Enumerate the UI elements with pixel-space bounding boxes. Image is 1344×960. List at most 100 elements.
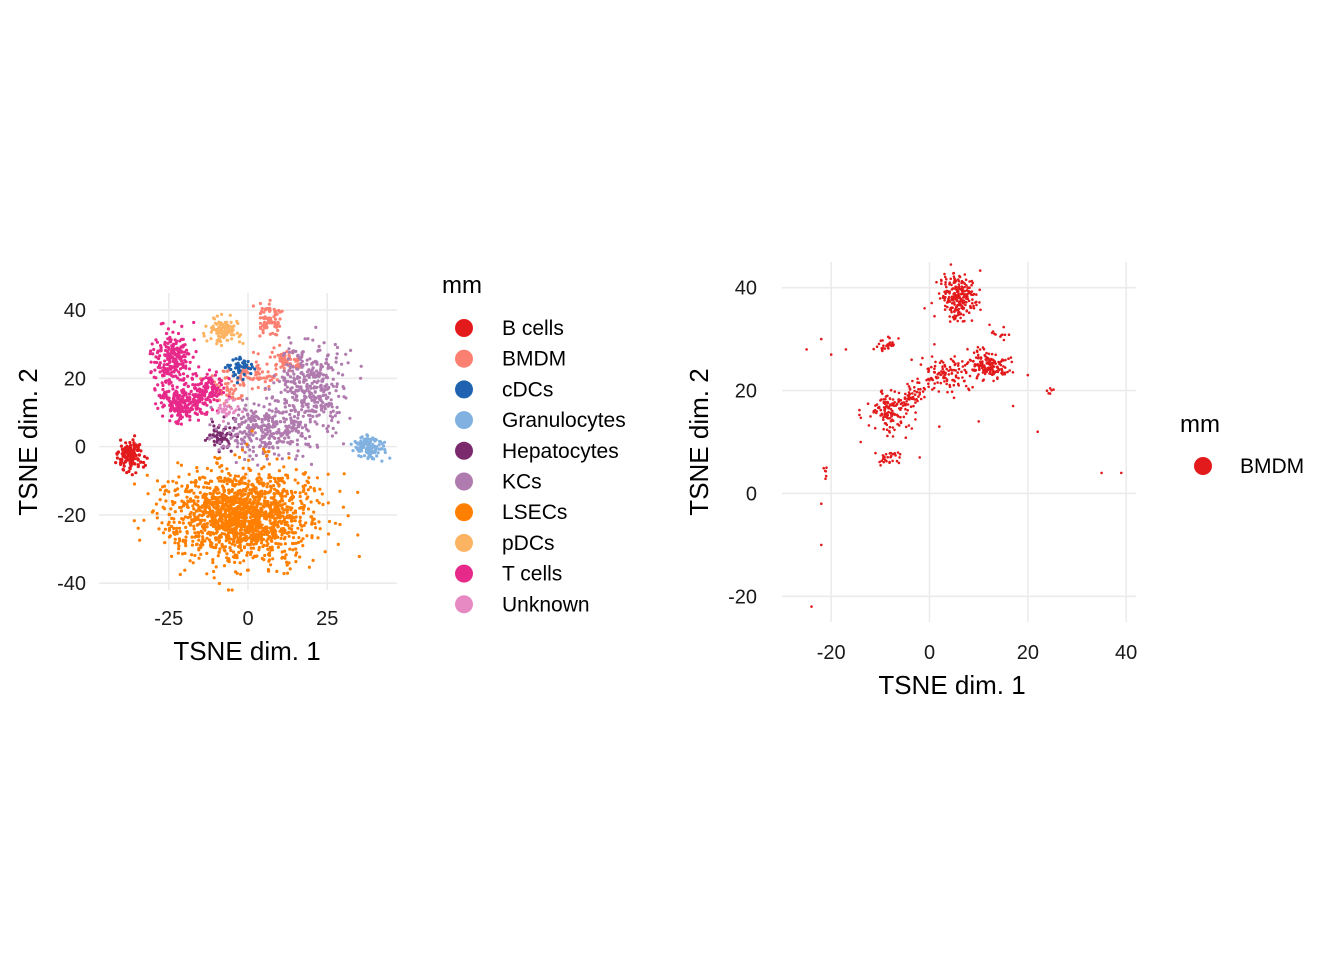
data-point <box>994 362 997 365</box>
data-point <box>187 521 191 525</box>
data-point <box>172 369 176 374</box>
data-point <box>166 357 170 362</box>
data-point <box>266 319 270 324</box>
data-point <box>149 360 153 364</box>
data-point <box>135 445 139 449</box>
data-point <box>952 360 955 364</box>
data-point <box>163 527 167 531</box>
data-point <box>224 495 228 499</box>
data-point <box>904 403 907 407</box>
data-point <box>210 541 214 546</box>
data-point <box>208 486 212 490</box>
data-point <box>214 565 218 569</box>
data-point <box>191 539 195 543</box>
data-point <box>145 473 149 477</box>
data-point <box>214 427 218 431</box>
data-point <box>162 373 166 378</box>
data-point <box>183 401 187 405</box>
data-point <box>281 353 286 357</box>
legend-entry: Unknown <box>455 593 590 616</box>
data-point <box>978 301 981 304</box>
legend-key <box>455 380 473 399</box>
data-point <box>243 429 247 433</box>
data-point <box>981 371 985 374</box>
data-point <box>313 489 317 493</box>
data-point <box>366 456 370 461</box>
data-point <box>907 395 911 399</box>
data-point <box>176 422 180 426</box>
data-point <box>282 366 286 370</box>
data-point <box>197 531 201 535</box>
data-point <box>283 388 287 392</box>
data-point <box>220 521 224 525</box>
data-point <box>264 308 268 312</box>
data-point <box>235 445 239 449</box>
data-point <box>158 363 162 367</box>
data-point <box>300 528 304 532</box>
data-point <box>940 370 943 373</box>
y-tick-label: 40 <box>64 300 86 322</box>
data-point <box>287 357 291 361</box>
data-point <box>265 539 269 543</box>
data-point <box>266 482 270 486</box>
data-point <box>875 410 879 413</box>
data-point <box>894 454 897 457</box>
data-point <box>156 406 160 410</box>
data-point <box>138 443 142 447</box>
panel-1-legend-entries: B cellsBMDMcDCsGranulocytesHepatocytesKC… <box>455 317 626 616</box>
data-point <box>240 508 244 512</box>
data-point <box>356 533 360 537</box>
data-point <box>237 369 241 373</box>
data-point <box>268 355 272 359</box>
data-point <box>254 453 258 458</box>
data-point <box>222 336 226 340</box>
data-point <box>213 515 217 520</box>
data-point <box>941 367 944 371</box>
data-point <box>950 288 954 291</box>
y-tick-label: -20 <box>728 586 757 608</box>
data-point <box>968 358 972 362</box>
data-point <box>218 403 222 407</box>
data-point <box>170 384 175 388</box>
data-point <box>308 420 312 424</box>
data-point <box>245 553 249 557</box>
data-point <box>273 536 277 540</box>
data-point <box>288 366 292 370</box>
data-point <box>897 337 900 340</box>
data-point <box>943 296 947 300</box>
data-point <box>192 403 196 407</box>
data-point <box>237 482 241 486</box>
data-point <box>888 429 891 433</box>
data-point <box>351 449 355 453</box>
data-point <box>972 359 975 363</box>
data-point <box>159 344 163 348</box>
data-point <box>327 519 332 524</box>
data-point <box>189 400 193 404</box>
data-point <box>212 398 216 402</box>
data-point <box>310 520 314 524</box>
data-point <box>923 395 926 399</box>
data-point <box>295 398 299 402</box>
data-point <box>907 391 911 394</box>
data-point <box>261 537 266 542</box>
data-point <box>312 404 316 408</box>
y-tick-label: 0 <box>746 483 757 505</box>
data-point <box>906 397 909 401</box>
data-point <box>177 407 181 411</box>
data-point <box>954 369 957 372</box>
data-point <box>318 394 322 398</box>
data-point <box>234 496 238 500</box>
data-point <box>205 481 209 485</box>
data-point <box>130 473 134 477</box>
data-point <box>1036 430 1039 434</box>
data-point <box>212 429 216 433</box>
data-point <box>251 484 256 488</box>
data-point <box>203 539 207 543</box>
data-point <box>258 316 262 320</box>
data-point <box>207 368 212 372</box>
data-point <box>296 362 300 366</box>
data-point <box>356 442 360 446</box>
data-point <box>858 408 861 412</box>
data-point <box>947 300 950 304</box>
